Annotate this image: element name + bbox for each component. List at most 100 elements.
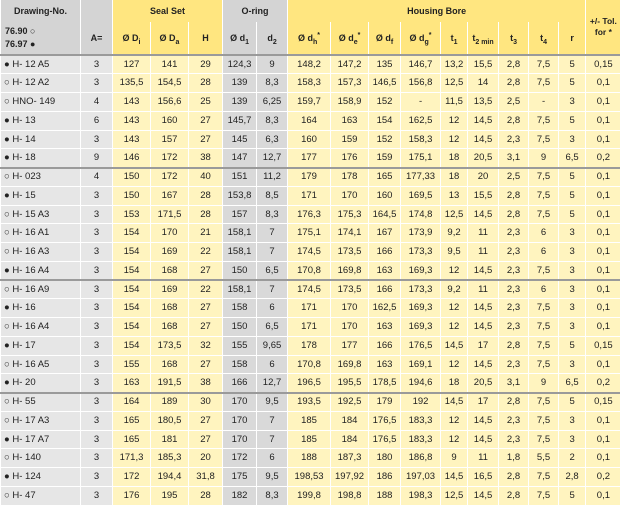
drawing-number: ● H- 14: [1, 130, 81, 149]
cell: 2: [559, 449, 586, 468]
cell: 20,5: [468, 374, 499, 393]
column-label: Ø d: [339, 33, 354, 43]
cell: 12: [441, 318, 468, 337]
cell: 3: [81, 430, 113, 449]
cell: 183,3: [401, 411, 441, 430]
cell: 8,3: [257, 205, 288, 224]
drawing-number: ○ H- 16 A3: [1, 243, 81, 262]
cell: 124,3: [223, 55, 257, 74]
cell: 158: [223, 299, 257, 318]
cell: 31,8: [189, 468, 223, 487]
column-subscript: g: [425, 38, 429, 45]
cell: 2,3: [499, 243, 529, 262]
column-header: d2: [257, 22, 288, 55]
column-header: Ø Da: [151, 22, 189, 55]
cell: 6,5: [559, 149, 586, 168]
cell: 11: [468, 224, 499, 243]
cell: 32: [189, 336, 223, 355]
drawing-series: 76.90 ○: [5, 25, 80, 38]
cell: 0,1: [586, 355, 620, 374]
cell: 0,1: [586, 74, 620, 93]
cell: 11: [468, 243, 499, 262]
cell: 170: [331, 299, 369, 318]
cell: 166: [369, 243, 401, 262]
cell: 3: [559, 299, 586, 318]
cell: 7,5: [529, 168, 559, 187]
cell: 169,3: [401, 261, 441, 280]
cell: 168: [151, 261, 189, 280]
cell: 158,9: [331, 93, 369, 112]
cell: 2,3: [499, 411, 529, 430]
cell: 11,5: [441, 93, 468, 112]
column-label: Ø d: [298, 33, 313, 43]
cell: 153,8: [223, 186, 257, 205]
column-superscript: *: [429, 32, 432, 39]
cell: 3: [81, 486, 113, 505]
cell: 27: [189, 411, 223, 430]
column-subscript: i: [139, 38, 141, 45]
cell: 38: [189, 149, 223, 168]
cell: 152: [369, 93, 401, 112]
cell: 0,15: [586, 55, 620, 74]
cell: 175,1: [288, 224, 331, 243]
cell: 28: [189, 205, 223, 224]
drawing-number: ○ H- 17 A3: [1, 411, 81, 430]
cell: 163: [113, 374, 151, 393]
cell: 5: [559, 168, 586, 187]
cell: 183,3: [401, 430, 441, 449]
cell: 192: [401, 393, 441, 412]
cell: 0,1: [586, 224, 620, 243]
cell: 151: [223, 168, 257, 187]
cell: 7,5: [529, 55, 559, 74]
cell: 146,7: [401, 55, 441, 74]
cell: 176: [113, 486, 151, 505]
cell: 0,1: [586, 243, 620, 262]
cell: 2,3: [499, 318, 529, 337]
column-subscript: f: [391, 38, 393, 45]
cell: 173,5: [331, 243, 369, 262]
cell: 171,5: [151, 205, 189, 224]
column-subscript: 1: [454, 38, 458, 45]
cell: 11: [468, 280, 499, 299]
cell: 156,8: [401, 74, 441, 93]
cell: 155: [223, 336, 257, 355]
cell: 159,7: [288, 93, 331, 112]
cell: 2,3: [499, 280, 529, 299]
cell: 194,6: [401, 374, 441, 393]
cell: 6,5: [559, 374, 586, 393]
column-header: A=: [81, 22, 113, 55]
cell: 182: [223, 486, 257, 505]
cell: 185,3: [151, 449, 189, 468]
cell: 2,8: [499, 186, 529, 205]
cell: 162,5: [401, 111, 441, 130]
cell: 13,5: [468, 93, 499, 112]
cell: 0,15: [586, 393, 620, 412]
cell: -: [401, 93, 441, 112]
cell: 27: [189, 355, 223, 374]
cell: 9,5: [257, 393, 288, 412]
cell: 28: [189, 186, 223, 205]
cell: 13,2: [441, 55, 468, 74]
cell: 150: [113, 168, 151, 187]
cell: 2,3: [499, 355, 529, 374]
column-label: Ø d: [376, 33, 391, 43]
cell: 2,5: [499, 168, 529, 187]
cell: 0,2: [586, 149, 620, 168]
cell: 18: [441, 374, 468, 393]
header-cell: [81, 0, 113, 22]
cell: 7,5: [529, 355, 559, 374]
cell: 16,5: [468, 468, 499, 487]
cell: 0,1: [586, 186, 620, 205]
column-subscript: a: [176, 38, 180, 45]
cell: 175: [223, 468, 257, 487]
cell: 159: [369, 149, 401, 168]
cell: 198,53: [288, 468, 331, 487]
